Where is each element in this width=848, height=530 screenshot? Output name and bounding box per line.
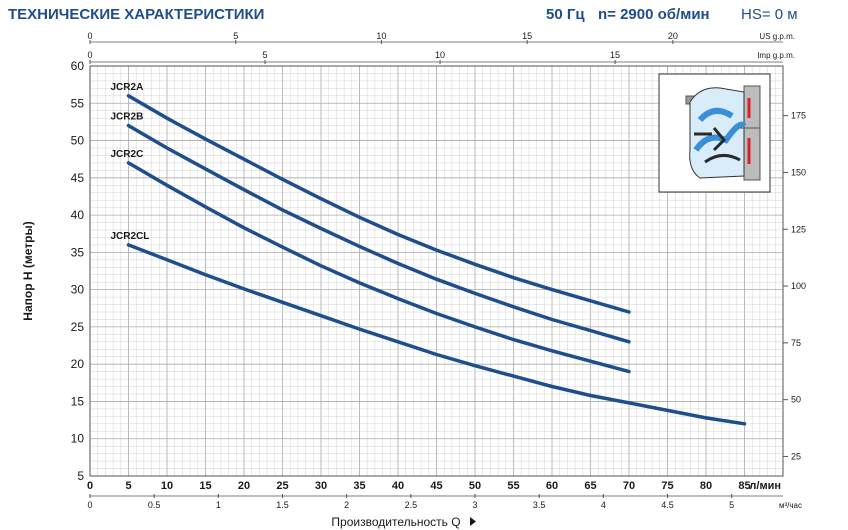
x2-tick-label: 1.5	[276, 500, 289, 510]
x2-tick-label: 1	[216, 500, 221, 510]
y-tick-label: 55	[71, 96, 85, 110]
top2-unit-label: Imp g.p.m.	[757, 51, 795, 60]
top2-tick-label: 5	[263, 50, 268, 60]
y-tick-label: 45	[71, 171, 85, 185]
x-tick-label: 15	[199, 480, 211, 492]
top2-tick-label: 0	[87, 50, 92, 60]
x2-tick-label: 4.5	[661, 500, 674, 510]
y-tick-label: 40	[71, 208, 85, 222]
x-tick-label: 60	[546, 480, 558, 492]
y2-tick-label: 100	[791, 281, 806, 291]
x-tick-label: 20	[238, 480, 250, 492]
x-tick-label: 0	[87, 480, 93, 492]
x-tick-label: 5	[125, 480, 131, 492]
x-tick-label: 25	[276, 480, 288, 492]
series-line-jcr2b	[126, 123, 631, 344]
x-tick-label: 45	[430, 480, 442, 492]
series-line-jcr2a	[126, 94, 631, 314]
x-axis-title: Производительность Q	[331, 515, 460, 529]
x-tick-label: 40	[392, 480, 404, 492]
top1-tick-label: 0	[87, 31, 92, 41]
top2-tick-label: 15	[610, 50, 620, 60]
y2-tick-label: 150	[791, 167, 806, 177]
x2-tick-label: 5	[729, 500, 734, 510]
y-tick-label: 60	[71, 59, 85, 73]
x-tick-label: 80	[700, 480, 712, 492]
x2-tick-label: 4	[601, 500, 606, 510]
series-label: JCR2B	[111, 112, 144, 123]
plot-area-frame	[89, 65, 784, 477]
y2-tick-label: 25	[791, 451, 801, 461]
x2-tick-label: 3	[472, 500, 477, 510]
y-tick-label: 25	[71, 320, 85, 334]
y-tick-label: 15	[71, 394, 85, 408]
y-tick-label: 50	[71, 134, 85, 148]
series-label: JCR2CL	[111, 231, 150, 242]
x2-unit-label: м³/час	[779, 501, 802, 510]
top2-tick-label: 10	[435, 50, 445, 60]
y-tick-label: 30	[71, 283, 85, 297]
y-tick-label: 5	[77, 469, 84, 483]
page-title: ТЕХНИЧЕСКИЕ ХАРАКТЕРИСТИКИ	[8, 6, 265, 23]
speed-label: n= 2900 об/мин	[598, 6, 710, 23]
top1-tick-label: 5	[233, 31, 238, 41]
x-tick-label: 75	[661, 480, 673, 492]
y-tick-label: 20	[71, 357, 85, 371]
y-tick-label: 35	[71, 245, 85, 259]
y2-tick-label: 175	[791, 111, 806, 121]
series-label: JCR2C	[111, 149, 144, 160]
series-label: JCR2A	[111, 82, 144, 93]
y2-tick-label: 125	[791, 224, 806, 234]
top1-unit-label: US g.p.m.	[759, 32, 795, 41]
x-tick-label: 35	[353, 480, 365, 492]
y2-tick-label: 50	[791, 395, 801, 405]
x2-tick-label: 2.5	[405, 500, 418, 510]
x-tick-label: 30	[315, 480, 327, 492]
y2-tick-label: 75	[791, 338, 801, 348]
top1-tick-label: 10	[376, 31, 386, 41]
x-tick-label: 10	[161, 480, 173, 492]
top1-tick-label: 20	[668, 31, 678, 41]
x-axis-arrow-icon	[470, 517, 476, 526]
pump-cross-section-illustration	[658, 73, 771, 193]
x-tick-label: 65	[584, 480, 596, 492]
x-tick-label: 70	[623, 480, 635, 492]
chart-axes: 0 5 10 15 20 25 30 35 40 45 50 55 60 65 70 75 80 85л/мин0…	[21, 31, 806, 529]
x2-tick-label: 3.5	[533, 500, 546, 510]
chart-curves: JCR2A JCR2B JCR2C JCR2CL	[111, 82, 747, 426]
y-axis-title: Напор H (метры)	[21, 221, 35, 320]
suction-head-label: HS= 0 м	[741, 6, 798, 23]
x2-tick-label: 2	[344, 500, 349, 510]
series-line-jcr2c	[126, 161, 631, 374]
x-unit-label: л/мин	[749, 480, 781, 492]
x-tick-label: 50	[469, 480, 481, 492]
x-tick-label: 55	[507, 480, 519, 492]
y-tick-label: 10	[71, 432, 85, 446]
x-tick-label: 85	[738, 480, 750, 492]
x2-tick-label: 0.5	[148, 500, 161, 510]
x2-tick-label: 0	[87, 500, 92, 510]
top1-tick-label: 15	[522, 31, 532, 41]
frequency-label: 50 Гц	[546, 6, 585, 23]
